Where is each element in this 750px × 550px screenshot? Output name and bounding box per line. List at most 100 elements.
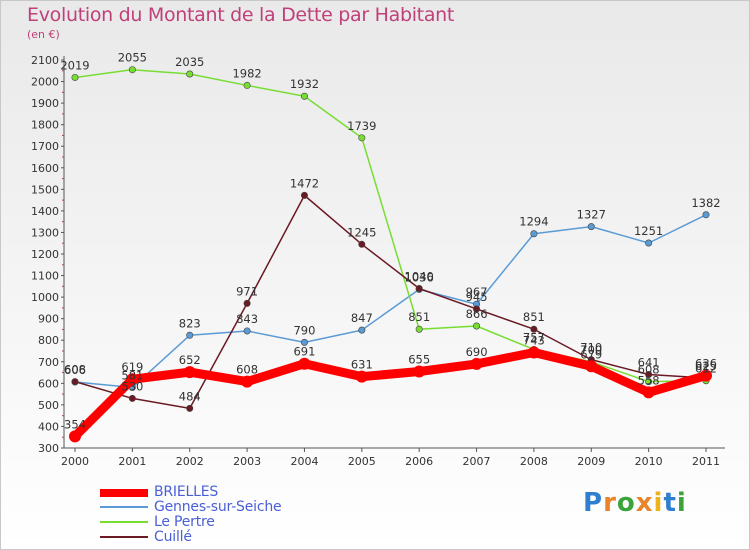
data-point [642, 386, 655, 399]
y-tick-label: 2100 [31, 54, 59, 67]
data-label: 866 [466, 307, 488, 321]
data-label: 1327 [577, 208, 606, 222]
y-tick-label: 2000 [31, 76, 59, 89]
data-label: 691 [293, 345, 315, 359]
proxiti-logo: Proxiti [583, 488, 687, 518]
data-label: 1036 [405, 270, 434, 284]
series-line-le-pertre [74, 68, 707, 383]
y-tick-label: 500 [38, 399, 59, 412]
data-point [186, 331, 194, 339]
data-label: 581 [121, 368, 143, 382]
y-tick-label: 1800 [31, 119, 59, 132]
x-tick-label: 2008 [520, 455, 548, 468]
series-line-cuill- [74, 194, 707, 410]
data-label: 625 [695, 359, 717, 373]
data-label: 847 [351, 311, 373, 325]
data-point [128, 66, 136, 74]
data-label: 1245 [347, 225, 376, 239]
y-tick-label: 300 [38, 442, 59, 455]
data-label: 606 [64, 363, 86, 377]
data-label: 1739 [347, 119, 376, 133]
data-label: 631 [351, 358, 373, 372]
y-tick-label: 700 [38, 356, 59, 369]
chart-subtitle: (en €) [27, 28, 60, 41]
data-point [700, 369, 712, 382]
y-tick-label: 1300 [31, 226, 59, 239]
logo-letter: i [653, 488, 664, 518]
y-tick-label: 1400 [31, 205, 59, 218]
data-label: 641 [638, 355, 660, 369]
data-label: 710 [580, 341, 602, 355]
legend-label-le-pertre: Le Pertre [154, 514, 215, 530]
data-label: 2055 [118, 51, 147, 65]
data-point [530, 325, 538, 333]
legend-swatch-gennes [100, 506, 148, 508]
legend-swatch-cuille [100, 536, 148, 538]
series-line-brielles [70, 348, 711, 441]
y-tick-label: 1000 [31, 291, 59, 304]
data-label: 1382 [691, 196, 720, 210]
data-label: 608 [64, 363, 86, 377]
logo-letter: r [603, 488, 617, 518]
data-point [587, 223, 595, 231]
x-tick-label: 2001 [118, 455, 146, 468]
data-label: 619 [121, 360, 143, 374]
data-label: 823 [179, 316, 201, 330]
data-label: 1932 [290, 77, 319, 91]
x-tick-label: 2011 [692, 455, 720, 468]
data-label: 2019 [60, 58, 89, 72]
x-tick-label: 2010 [635, 455, 663, 468]
y-tick-label: 900 [38, 313, 59, 326]
data-label: 1040 [405, 269, 434, 283]
data-point [702, 211, 710, 219]
data-label: 851 [523, 310, 545, 324]
data-label: 690 [466, 345, 488, 359]
data-label: 1294 [519, 215, 548, 229]
data-label: 757 [523, 330, 545, 344]
data-point [645, 370, 653, 378]
data-point [645, 378, 653, 386]
data-point [243, 299, 251, 307]
x-tick-label: 2009 [577, 455, 605, 468]
data-label: 843 [236, 312, 258, 326]
data-label: 790 [293, 323, 315, 337]
y-tick-label: 1100 [31, 270, 59, 283]
data-label: 558 [638, 373, 660, 387]
legend-swatch-le-pertre [100, 521, 148, 523]
data-point [415, 325, 423, 333]
data-point [243, 81, 251, 89]
x-tick-label: 2006 [405, 455, 433, 468]
y-tick-label: 800 [38, 334, 59, 347]
y-tick-label: 400 [38, 420, 59, 433]
data-point [186, 70, 194, 78]
x-tick-label: 2007 [463, 455, 491, 468]
data-point [413, 365, 426, 378]
x-tick-label: 2005 [348, 455, 376, 468]
x-tick-label: 2000 [61, 455, 89, 468]
data-label: 679 [580, 347, 602, 361]
data-label: 608 [236, 363, 258, 377]
data-point [415, 284, 423, 292]
data-label: 967 [466, 285, 488, 299]
logo-letter: P [583, 488, 604, 518]
data-label: 612 [695, 362, 717, 376]
data-label: 1472 [290, 176, 319, 190]
data-point [128, 394, 136, 402]
data-point [300, 92, 308, 100]
legend-label-gennes: Gennes-sur-Seiche [154, 499, 282, 515]
data-point [470, 357, 483, 370]
data-point [473, 305, 481, 313]
y-tick-label: 1600 [31, 162, 59, 175]
data-label: 1251 [634, 224, 663, 238]
data-point [71, 73, 79, 81]
data-point [241, 375, 254, 388]
data-label: 608 [638, 363, 660, 377]
data-point [186, 404, 194, 412]
legend-swatch-brielles [100, 489, 148, 497]
series-line-gennes-sur-seiche [74, 214, 707, 389]
chart-title: Evolution du Montant de la Dette par Hab… [27, 4, 455, 26]
y-tick-label: 1700 [31, 140, 59, 153]
data-point [71, 378, 79, 386]
